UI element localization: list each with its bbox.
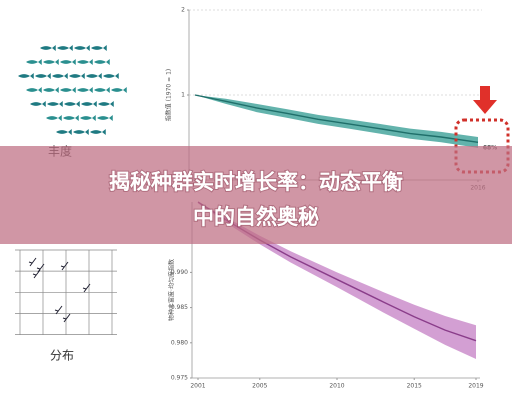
fish-icon: [73, 129, 89, 135]
fish-icon: [26, 59, 42, 65]
fish-icon: [60, 59, 76, 65]
fish-icon: [35, 73, 51, 79]
fish-icon: [52, 73, 68, 79]
fish-icon: [43, 87, 59, 93]
fish-icon: [80, 115, 96, 121]
banner-title: 中的自然奥秘: [193, 205, 319, 229]
arrow: [473, 86, 497, 114]
fish-icon: [94, 87, 110, 93]
fish-icon: [18, 73, 34, 79]
x-tick-label: 2005: [252, 383, 267, 390]
fish-icon: [74, 45, 90, 51]
panel-label: 分布: [50, 349, 74, 363]
fish-icon: [26, 87, 42, 93]
y-tick-label: 0.990: [171, 269, 188, 276]
fish-icon: [60, 87, 76, 93]
fish-icon: [56, 129, 72, 135]
fish-icon: [63, 115, 79, 121]
fish-icon: [81, 101, 97, 107]
fish-mark: [28, 257, 37, 267]
fish-icon: [111, 87, 127, 93]
fish-icon: [46, 115, 62, 121]
fish-icon: [69, 73, 85, 79]
fish-icon: [40, 45, 56, 51]
fish-mark: [82, 283, 91, 293]
fish-icon: [103, 73, 119, 79]
y-axis-label: 指数值 (1970 = 1): [165, 69, 173, 122]
x-tick-label: 2019: [468, 383, 483, 390]
y-tick-label: 0.975: [171, 375, 188, 382]
fish-mark: [54, 305, 63, 315]
y-tick-label: 2: [181, 7, 185, 14]
fish-icon: [77, 59, 93, 65]
fish-icon: [30, 101, 46, 107]
fish-mark: [32, 269, 41, 279]
fish-icon: [90, 129, 106, 135]
fish-icon: [98, 101, 114, 107]
x-tick-label: 2010: [329, 383, 344, 390]
y-tick-label: 1: [181, 92, 185, 99]
x-tick-label: 2015: [407, 383, 422, 390]
fish-mark: [60, 261, 69, 271]
fish-mark: [62, 313, 71, 323]
fish-icon: [47, 101, 63, 107]
fish-icon: [77, 87, 93, 93]
fish-icon: [97, 115, 113, 121]
fish-icon: [94, 59, 110, 65]
series-line: [194, 94, 479, 143]
fish-icon: [57, 45, 73, 51]
banner-title: 揭秘种群实时增长率：动态平衡: [109, 170, 403, 194]
x-tick-label: 2001: [190, 383, 205, 390]
y-tick-label: 0.985: [171, 304, 188, 311]
fish-icon: [91, 45, 107, 51]
fish-icon: [86, 73, 102, 79]
banner: [0, 146, 512, 244]
y-tick-label: 0.980: [171, 339, 188, 346]
y-axis-label: 物种丰富度·均匀度指数: [168, 259, 176, 321]
fish-icon: [64, 101, 80, 107]
fish-icon: [43, 59, 59, 65]
icons: [15, 45, 127, 335]
